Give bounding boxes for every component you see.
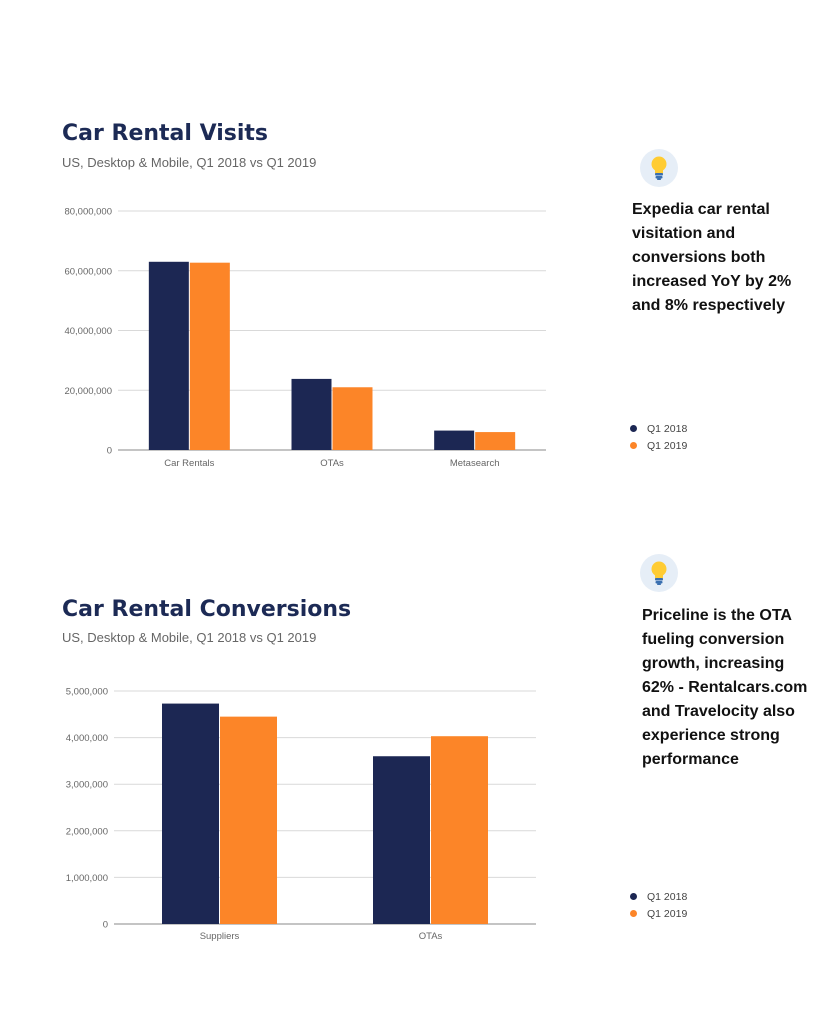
insight-line: experience strong xyxy=(642,727,780,744)
insight-text: Expedia car rental visitation and conversi… xyxy=(632,198,791,318)
chart-title: Car Rental Conversions xyxy=(62,597,352,622)
legend-swatch-2018 xyxy=(630,425,637,432)
insight-line: visitation and xyxy=(632,225,736,242)
y-tick-label: 1,000,000 xyxy=(66,873,108,884)
legend-label: Q1 2018 xyxy=(647,422,688,435)
insight-line: performance xyxy=(642,751,739,768)
x-category-label: Car Rentals xyxy=(164,458,214,469)
bar-car-rentals-q1-2018 xyxy=(148,261,189,450)
y-tick-label: 0 xyxy=(107,446,112,457)
insight-line: growth, increasing xyxy=(642,655,785,672)
bar-metasearch-q1-2019 xyxy=(475,432,516,450)
bar-suppliers-q1-2019 xyxy=(220,716,277,924)
visits-bar-chart: 0 20,000,000 40,000,000 60,000,000 80,000,00… xyxy=(64,207,546,469)
chart-legend: Q1 2018 Q1 2019 xyxy=(630,888,687,922)
chart-title: Car Rental Visits xyxy=(62,121,269,146)
insight-line: fueling conversion xyxy=(642,631,785,648)
insight-line: and Travelocity also xyxy=(642,703,795,720)
legend-item-q1-2018: Q1 2018 xyxy=(630,420,687,437)
legend-swatch-2018 xyxy=(630,893,637,900)
bar-car-rentals-q1-2019 xyxy=(189,262,230,450)
legend-label: Q1 2018 xyxy=(647,890,688,903)
y-tick-label: 40,000,000 xyxy=(64,326,112,337)
lightbulb-icon xyxy=(651,156,667,180)
legend-item-q1-2019: Q1 2019 xyxy=(630,437,687,454)
bar-otas-q1-2019 xyxy=(332,387,373,450)
chart-legend: Q1 2018 Q1 2019 xyxy=(630,420,687,454)
insight-text: Priceline is the OTA fueling conversion gr… xyxy=(642,604,807,772)
insight-line: increased YoY by 2% xyxy=(632,273,792,290)
legend-item-q1-2019: Q1 2019 xyxy=(630,905,687,922)
x-category-label: OTAs xyxy=(320,458,344,469)
x-category-label: Suppliers xyxy=(200,931,240,942)
insight-badge xyxy=(640,554,678,592)
y-tick-label: 2,000,000 xyxy=(66,826,108,837)
insight-line: Expedia car rental xyxy=(632,201,770,218)
bar-metasearch-q1-2018 xyxy=(434,430,475,450)
y-tick-label: 60,000,000 xyxy=(64,266,112,277)
legend-item-q1-2018: Q1 2018 xyxy=(630,888,687,905)
legend-swatch-2019 xyxy=(630,442,637,449)
y-tick-label: 3,000,000 xyxy=(66,780,108,791)
lightbulb-icon xyxy=(651,561,667,585)
bar-otas-q1-2018 xyxy=(291,378,332,450)
insight-line: and 8% respectively xyxy=(632,297,785,314)
legend-label: Q1 2019 xyxy=(647,907,688,920)
insight-line: 62% - Rentalcars.com xyxy=(642,679,808,696)
bar-otas-q1-2019 xyxy=(431,736,488,924)
insight-line: conversions both xyxy=(632,249,766,266)
legend-label: Q1 2019 xyxy=(647,439,688,452)
y-tick-label: 5,000,000 xyxy=(66,687,108,698)
y-tick-label: 0 xyxy=(103,920,108,931)
y-tick-label: 20,000,000 xyxy=(64,386,112,397)
y-tick-label: 80,000,000 xyxy=(64,207,112,218)
legend-swatch-2019 xyxy=(630,910,637,917)
x-category-label: OTAs xyxy=(419,931,443,942)
conversions-bar-chart: 0 1,000,000 2,000,000 3,000,000 4,000,000 5,0… xyxy=(66,687,536,942)
bar-otas-q1-2018 xyxy=(373,756,430,924)
bar-suppliers-q1-2018 xyxy=(162,703,219,924)
insight-line: Priceline is the OTA xyxy=(642,607,792,624)
chart-subtitle: US, Desktop & Mobile, Q1 2018 vs Q1 2019 xyxy=(62,630,317,645)
y-tick-label: 4,000,000 xyxy=(66,733,108,744)
insight-badge xyxy=(640,149,678,187)
chart-subtitle: US, Desktop & Mobile, Q1 2018 vs Q1 2019 xyxy=(62,155,317,170)
x-category-label: Metasearch xyxy=(450,458,500,469)
